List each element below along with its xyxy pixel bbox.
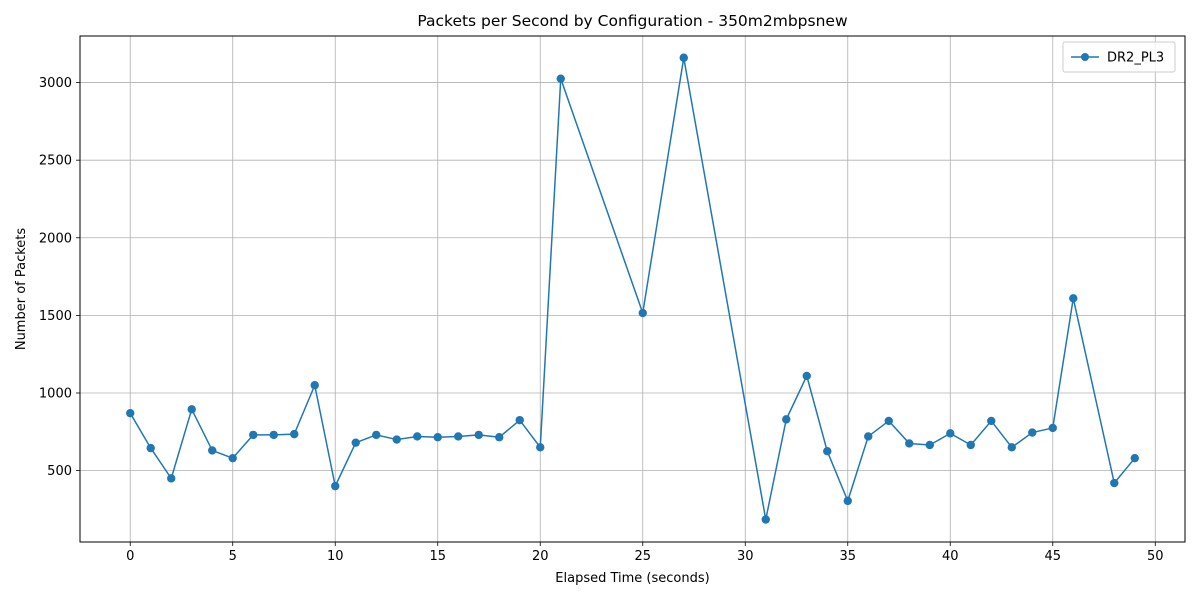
data-point bbox=[864, 432, 873, 441]
data-point bbox=[351, 438, 360, 447]
data-point bbox=[1048, 423, 1057, 433]
x-tick-label: 40 bbox=[942, 549, 959, 564]
legend-marker-swatch bbox=[1081, 53, 1089, 61]
data-point bbox=[843, 496, 852, 506]
data-point bbox=[454, 432, 463, 441]
data-point bbox=[556, 74, 565, 83]
data-point bbox=[905, 439, 914, 448]
data-point bbox=[331, 481, 340, 491]
data-point bbox=[536, 443, 545, 452]
data-point bbox=[1069, 294, 1078, 303]
y-tick-label: 1000 bbox=[39, 386, 72, 401]
x-tick-label: 25 bbox=[634, 549, 651, 564]
data-point bbox=[987, 416, 996, 426]
data-point bbox=[1130, 453, 1139, 463]
x-tick-label: 0 bbox=[126, 549, 134, 564]
data-point bbox=[269, 430, 278, 440]
x-tick-label: 50 bbox=[1147, 549, 1164, 564]
data-point bbox=[925, 440, 934, 450]
data-point bbox=[290, 429, 299, 439]
x-tick-label: 35 bbox=[839, 549, 856, 564]
data-point bbox=[187, 405, 196, 414]
data-point bbox=[392, 435, 401, 444]
y-tick-label: 3000 bbox=[39, 76, 72, 91]
data-point bbox=[966, 440, 975, 450]
data-point bbox=[1028, 428, 1037, 437]
data-point bbox=[433, 433, 442, 442]
axis-ticks: 0 5 10 15 20 25 30 35 40 45 50 500 1000 1500 2000 2500 3… bbox=[39, 76, 1164, 564]
x-tick-label: 15 bbox=[429, 549, 446, 564]
data-point bbox=[884, 416, 893, 426]
data-point bbox=[515, 415, 524, 425]
x-axis-title: Elapsed Time (seconds) bbox=[555, 571, 709, 586]
legend: DR2_PL3 bbox=[1062, 41, 1176, 73]
data-point bbox=[761, 515, 770, 524]
data-point bbox=[946, 429, 955, 438]
data-point bbox=[474, 430, 483, 440]
data-point bbox=[126, 408, 135, 418]
chart-title: Packets per Second by Configuration - 35… bbox=[417, 12, 848, 30]
data-point bbox=[228, 453, 237, 463]
legend-box bbox=[1062, 41, 1176, 73]
series-line bbox=[129, 56, 1136, 521]
data-point bbox=[495, 433, 504, 442]
data-point bbox=[146, 443, 155, 453]
y-tick-label: 2500 bbox=[39, 154, 72, 169]
x-tick-label: 10 bbox=[327, 549, 344, 564]
y-axis-title: Number of Packets bbox=[14, 228, 29, 351]
data-point bbox=[310, 381, 319, 390]
y-tick-label: 500 bbox=[47, 464, 72, 479]
x-tick-label: 20 bbox=[532, 549, 549, 564]
data-point bbox=[413, 432, 422, 441]
x-tick-label: 5 bbox=[229, 549, 237, 564]
data-point bbox=[1007, 443, 1016, 452]
y-tick-label: 2000 bbox=[39, 231, 72, 246]
data-point bbox=[167, 474, 176, 483]
y-tick-label: 1500 bbox=[39, 309, 72, 324]
data-point bbox=[802, 371, 811, 381]
data-point bbox=[372, 430, 381, 440]
plot-frame bbox=[79, 35, 1186, 543]
legend-label: DR2_PL3 bbox=[1107, 51, 1164, 66]
data-point bbox=[782, 415, 791, 424]
data-point bbox=[823, 446, 832, 456]
series-layer bbox=[126, 53, 1139, 524]
data-point bbox=[1110, 478, 1119, 488]
data-point bbox=[679, 53, 688, 62]
grid-lines bbox=[80, 36, 1185, 542]
data-point bbox=[208, 446, 217, 455]
x-tick-label: 45 bbox=[1044, 549, 1061, 564]
x-tick-label: 30 bbox=[737, 549, 754, 564]
data-point bbox=[249, 430, 258, 440]
data-point bbox=[638, 308, 647, 318]
